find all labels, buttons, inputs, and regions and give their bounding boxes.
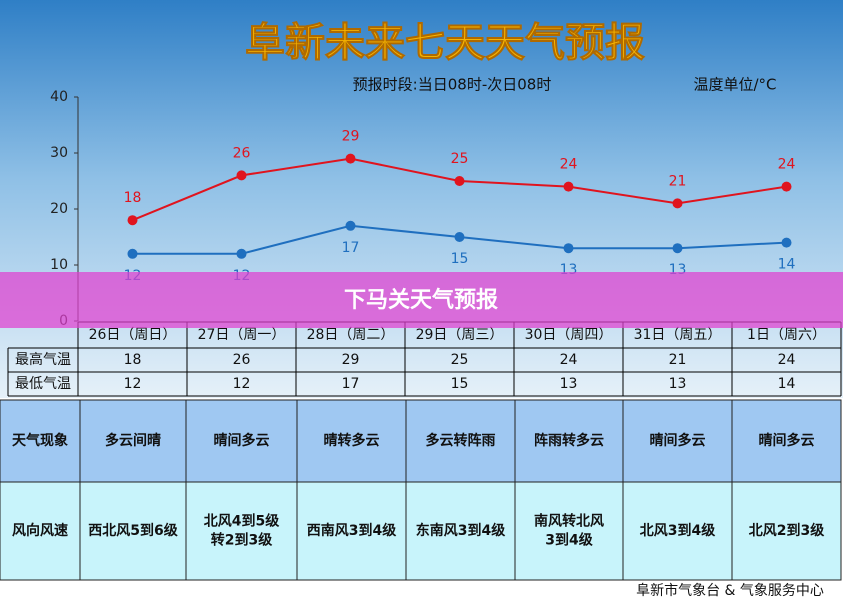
table-cell: 西南风3到4级 xyxy=(307,522,397,539)
x-tick-label: 1日（周六） xyxy=(747,327,826,343)
data-table: 26日（周日） 27日（周一） 28日（周二） 29日（周三） 30日（周四） 31日（周… xyxy=(0,321,842,581)
table-cell: 多云间晴 xyxy=(105,432,161,449)
y-tick-label: 40 xyxy=(50,89,68,105)
point xyxy=(563,181,574,192)
footer: 阜新市气象台 & 气象服务中心 xyxy=(636,582,824,599)
row-label: 风向风速 xyxy=(12,522,68,539)
table-cell: 14 xyxy=(778,376,796,392)
point xyxy=(781,181,792,192)
table-cell: 12 xyxy=(124,376,142,392)
table-cell: 西北风5到6级 xyxy=(88,522,178,539)
table-cell: 3到4级 xyxy=(545,532,593,549)
value-label: 24 xyxy=(560,157,578,173)
unit-label: 温度单位/°C xyxy=(693,76,776,94)
table-cell: 17 xyxy=(342,376,360,392)
table-cell: 25 xyxy=(451,352,469,368)
table-cell: 18 xyxy=(124,352,142,368)
table-cell: 24 xyxy=(778,352,796,368)
table-cell: 12 xyxy=(233,376,251,392)
table-cell: 东南风3到4级 xyxy=(416,522,506,539)
y-tick-label: 20 xyxy=(50,201,68,217)
row-label: 最低气温 xyxy=(15,376,71,392)
table-cell: 24 xyxy=(560,352,578,368)
table-cell: 29 xyxy=(342,352,360,368)
table-cell: 转2到3级 xyxy=(211,532,273,549)
value-label: 18 xyxy=(124,190,142,206)
table-cell: 15 xyxy=(451,376,469,392)
x-tick-label: 27日（周一） xyxy=(198,327,286,343)
value-label: 29 xyxy=(342,129,360,145)
table-cell: 晴间多云 xyxy=(650,432,706,449)
table-cell: 多云转阵雨 xyxy=(426,432,496,449)
chart-title: 阜新未来七天天气预报 xyxy=(245,20,645,66)
table-cell: 北风4到5级 xyxy=(204,513,280,530)
banner-band xyxy=(0,272,843,328)
point xyxy=(454,232,465,242)
point xyxy=(563,243,574,254)
value-label: 24 xyxy=(778,157,796,173)
table-cell: 北风2到3级 xyxy=(749,522,825,539)
point xyxy=(454,176,465,186)
row-label: 天气现象 xyxy=(12,432,68,449)
value-label: 15 xyxy=(451,251,469,267)
banner: 下马关天气预报 xyxy=(344,287,498,313)
table-cell: 南风转北风 xyxy=(534,513,604,530)
value-label: 14 xyxy=(778,257,796,273)
y-tick-label: 10 xyxy=(50,257,68,273)
x-tick-label: 31日（周五） xyxy=(634,327,722,343)
point xyxy=(127,215,138,226)
x-tick-label: 28日（周二） xyxy=(307,327,395,343)
table-cell: 晴间多云 xyxy=(214,432,270,449)
point xyxy=(345,220,356,231)
table-cell: 阵雨转多云 xyxy=(534,432,604,449)
point xyxy=(781,237,792,248)
table-cell: 13 xyxy=(560,376,578,392)
value-label: 17 xyxy=(342,240,360,256)
table-cell: 晴间多云 xyxy=(759,432,815,449)
table-cell: 晴转多云 xyxy=(324,432,380,449)
value-label: 21 xyxy=(669,173,687,189)
chart-subtitle: 预报时段:当日08时-次日08时 xyxy=(353,76,552,94)
table-cell: 13 xyxy=(669,376,687,392)
table-cell: 北风3到4级 xyxy=(640,522,716,539)
table-cell: 21 xyxy=(669,352,687,368)
row-label: 最高气温 xyxy=(15,351,71,368)
table-row xyxy=(0,399,842,483)
x-tick-label: 29日（周三） xyxy=(416,327,504,343)
point xyxy=(672,198,683,209)
point xyxy=(127,248,138,259)
value-label: 25 xyxy=(451,151,469,167)
x-tick-label: 26日（周日） xyxy=(89,327,177,343)
table-cell: 26 xyxy=(233,352,251,368)
point xyxy=(236,248,247,259)
x-tick-label: 30日（周四） xyxy=(525,327,613,343)
value-label: 26 xyxy=(233,145,251,161)
y-tick-label: 30 xyxy=(50,145,68,161)
point xyxy=(672,243,683,254)
point xyxy=(236,170,247,181)
point xyxy=(345,153,356,164)
table-row xyxy=(0,481,842,581)
